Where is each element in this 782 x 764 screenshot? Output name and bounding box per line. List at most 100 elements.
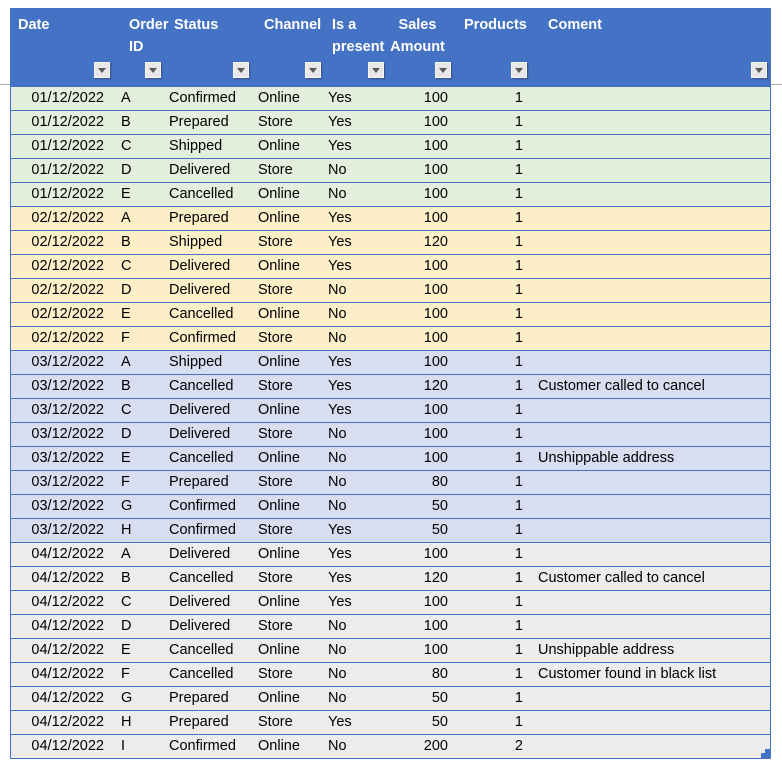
cell-date[interactable]: 03/12/2022: [31, 522, 104, 538]
cell-present[interactable]: Yes: [328, 138, 352, 154]
cell-order_id[interactable]: F: [121, 474, 130, 490]
cell-date[interactable]: 03/12/2022: [31, 474, 104, 490]
cell-order_id[interactable]: F: [121, 330, 130, 346]
cell-comment[interactable]: [530, 159, 770, 182]
cell-sales[interactable]: 50: [431, 690, 448, 706]
cell-products[interactable]: 1: [514, 522, 523, 538]
cell-sales[interactable]: 100: [423, 402, 448, 418]
cell-products[interactable]: 1: [514, 282, 523, 298]
cell-products[interactable]: 1: [514, 690, 523, 706]
cell-present[interactable]: No: [328, 330, 347, 346]
cell-status[interactable]: Cancelled: [169, 306, 234, 322]
filter-button-present[interactable]: [368, 62, 384, 78]
cell-status[interactable]: Shipped: [169, 138, 223, 154]
cell-comment[interactable]: [530, 351, 770, 374]
cell-order_id[interactable]: D: [121, 162, 132, 178]
cell-status[interactable]: Cancelled: [169, 666, 234, 682]
cell-channel[interactable]: Store: [258, 522, 293, 538]
cell-channel[interactable]: Store: [258, 666, 293, 682]
cell-sales[interactable]: 100: [423, 594, 448, 610]
cell-comment[interactable]: [530, 111, 770, 134]
cell-order_id[interactable]: B: [121, 570, 131, 586]
cell-products[interactable]: 1: [514, 642, 523, 658]
cell-comment[interactable]: Customer called to cancel: [538, 570, 705, 586]
cell-order_id[interactable]: C: [121, 258, 132, 274]
cell-present[interactable]: Yes: [328, 594, 352, 610]
cell-status[interactable]: Delivered: [169, 162, 231, 178]
cell-order_id[interactable]: G: [121, 498, 133, 514]
cell-date[interactable]: 04/12/2022: [31, 690, 104, 706]
cell-status[interactable]: Cancelled: [169, 450, 234, 466]
cell-present[interactable]: Yes: [328, 258, 352, 274]
cell-sales[interactable]: 100: [423, 138, 448, 154]
cell-order_id[interactable]: D: [121, 282, 132, 298]
cell-order_id[interactable]: D: [121, 426, 132, 442]
cell-products[interactable]: 1: [514, 330, 523, 346]
cell-sales[interactable]: 100: [423, 426, 448, 442]
cell-sales[interactable]: 80: [431, 666, 448, 682]
cell-order_id[interactable]: H: [121, 714, 132, 730]
cell-present[interactable]: No: [328, 474, 347, 490]
cell-comment[interactable]: [530, 543, 770, 566]
cell-channel[interactable]: Store: [258, 474, 293, 490]
cell-status[interactable]: Cancelled: [169, 186, 234, 202]
cell-channel[interactable]: Online: [258, 546, 300, 562]
column-header-order_id[interactable]: Order ID: [113, 9, 169, 86]
column-header-date[interactable]: Date: [11, 9, 113, 86]
column-header-channel[interactable]: Channel: [252, 9, 324, 86]
cell-products[interactable]: 1: [514, 450, 523, 466]
cell-status[interactable]: Cancelled: [169, 570, 234, 586]
cell-channel[interactable]: Store: [258, 234, 293, 250]
cell-order_id[interactable]: E: [121, 450, 131, 466]
cell-status[interactable]: Prepared: [169, 474, 229, 490]
cell-comment[interactable]: Customer found in black list: [538, 666, 717, 682]
column-header-products[interactable]: Products: [454, 9, 530, 86]
cell-channel[interactable]: Online: [258, 210, 300, 226]
cell-status[interactable]: Cancelled: [169, 642, 234, 658]
cell-channel[interactable]: Online: [258, 690, 300, 706]
cell-order_id[interactable]: A: [121, 546, 131, 562]
cell-present[interactable]: Yes: [328, 378, 352, 394]
cell-sales[interactable]: 100: [423, 330, 448, 346]
cell-present[interactable]: No: [328, 426, 347, 442]
cell-present[interactable]: Yes: [328, 546, 352, 562]
cell-comment[interactable]: [530, 255, 770, 278]
column-header-present[interactable]: Is a present: [324, 9, 387, 86]
cell-channel[interactable]: Online: [258, 138, 300, 154]
cell-present[interactable]: No: [328, 306, 347, 322]
cell-date[interactable]: 02/12/2022: [31, 306, 104, 322]
cell-sales[interactable]: 100: [423, 258, 448, 274]
filter-button-order_id[interactable]: [145, 62, 161, 78]
cell-comment[interactable]: [530, 327, 770, 350]
cell-date[interactable]: 04/12/2022: [31, 594, 104, 610]
cell-date[interactable]: 04/12/2022: [31, 642, 104, 658]
cell-order_id[interactable]: D: [121, 618, 132, 634]
cell-products[interactable]: 1: [514, 474, 523, 490]
cell-products[interactable]: 1: [514, 666, 523, 682]
cell-date[interactable]: 01/12/2022: [31, 138, 104, 154]
cell-comment[interactable]: [530, 279, 770, 302]
cell-comment[interactable]: [530, 519, 770, 542]
cell-date[interactable]: 03/12/2022: [31, 354, 104, 370]
cell-channel[interactable]: Store: [258, 618, 293, 634]
cell-products[interactable]: 1: [514, 594, 523, 610]
cell-status[interactable]: Prepared: [169, 114, 229, 130]
cell-comment[interactable]: [530, 207, 770, 230]
cell-status[interactable]: Shipped: [169, 234, 223, 250]
cell-channel[interactable]: Online: [258, 498, 300, 514]
cell-channel[interactable]: Online: [258, 642, 300, 658]
cell-comment[interactable]: [530, 399, 770, 422]
filter-button-date[interactable]: [94, 62, 110, 78]
cell-sales[interactable]: 120: [423, 234, 448, 250]
cell-present[interactable]: Yes: [328, 210, 352, 226]
cell-comment[interactable]: [530, 735, 770, 758]
cell-channel[interactable]: Online: [258, 90, 300, 106]
cell-status[interactable]: Confirmed: [169, 738, 236, 754]
cell-date[interactable]: 04/12/2022: [31, 618, 104, 634]
cell-products[interactable]: 1: [514, 306, 523, 322]
cell-sales[interactable]: 100: [423, 450, 448, 466]
cell-order_id[interactable]: G: [121, 690, 133, 706]
cell-channel[interactable]: Online: [258, 186, 300, 202]
cell-present[interactable]: No: [328, 690, 347, 706]
cell-date[interactable]: 01/12/2022: [31, 162, 104, 178]
